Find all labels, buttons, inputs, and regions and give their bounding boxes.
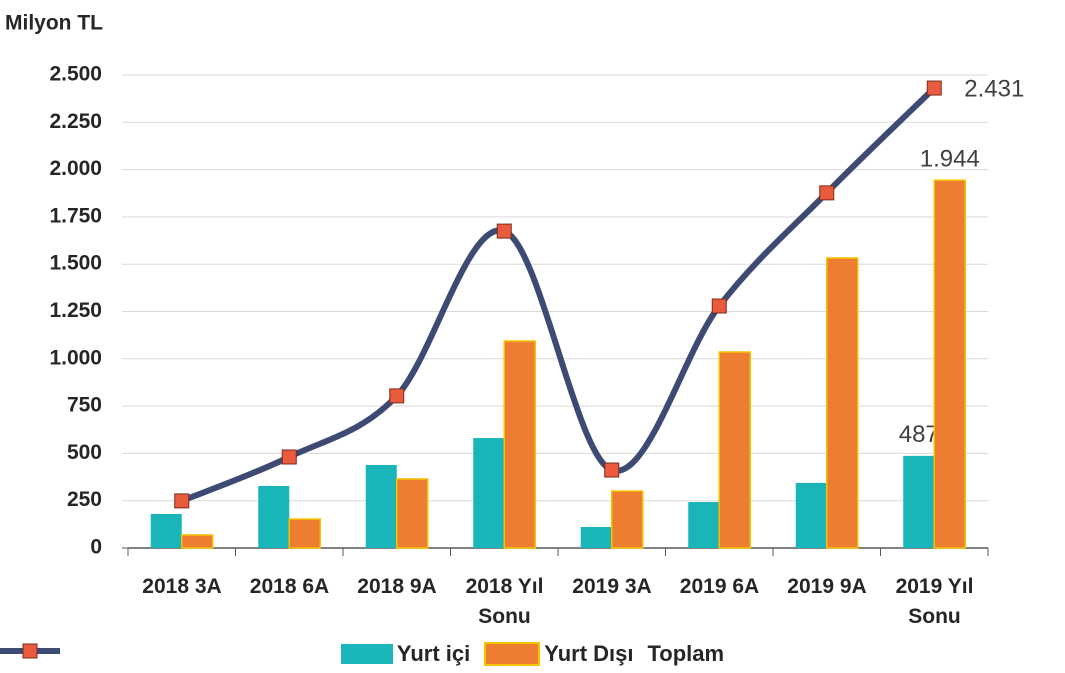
legend-swatch <box>0 643 60 659</box>
bar <box>903 455 935 548</box>
y-tick-label: 250 <box>67 488 102 511</box>
marker <box>496 223 512 239</box>
legend-item: Toplam <box>0 641 725 667</box>
x-tick-label: 2018 3A <box>142 575 222 598</box>
y-tick-label: 1.750 <box>49 204 102 227</box>
y-tick-label: 0 <box>90 536 102 559</box>
bar <box>473 438 505 548</box>
bar <box>365 464 397 548</box>
bar <box>933 179 966 549</box>
line <box>180 85 937 504</box>
bar <box>258 485 290 548</box>
marker <box>281 449 297 465</box>
y-tick-label: 500 <box>67 441 102 464</box>
marker <box>711 298 727 314</box>
y-tick-label: 2.250 <box>49 110 102 133</box>
marker <box>174 493 190 509</box>
legend-label: Yurt içi <box>396 641 471 666</box>
y-tick-label: 1.250 <box>49 299 102 322</box>
y-tick-label: 1.500 <box>49 252 102 275</box>
x-tick-label: 2018 Yıl Sonu <box>465 575 544 628</box>
x-tick-label: 2019 3A <box>572 575 652 598</box>
legend-swatch <box>484 642 541 666</box>
bar <box>503 340 536 549</box>
bar <box>795 482 827 548</box>
y-tick-label: 2.000 <box>49 157 102 180</box>
legend: Yurt içi Yurt Dışı Toplam <box>0 641 1065 667</box>
data-label: 1.944 <box>920 146 980 173</box>
bar <box>611 490 644 549</box>
x-tick-label: 2018 9A <box>357 575 437 598</box>
bar <box>181 534 214 549</box>
y-tick-label: 750 <box>67 394 102 417</box>
data-label: 487 <box>899 421 939 448</box>
y-tick-label: 1.000 <box>49 346 102 369</box>
bar <box>580 526 612 548</box>
y-tick-label: 2.500 <box>49 63 102 86</box>
x-tick-label: 2019 9A <box>787 575 867 598</box>
marker <box>819 185 835 201</box>
bar <box>718 351 751 549</box>
bar <box>150 513 182 548</box>
bar <box>826 257 859 549</box>
marker <box>604 462 620 478</box>
legend-swatch <box>340 644 393 664</box>
bar <box>288 518 321 549</box>
x-tick-label: 2019 6A <box>679 575 760 598</box>
bar <box>688 502 720 548</box>
legend-label: Yurt Dışı <box>544 641 634 666</box>
legend-item: Yurt içi <box>340 641 471 667</box>
marker <box>389 388 405 404</box>
data-label: 2.431 <box>964 75 1024 102</box>
legend-label: Toplam <box>647 641 725 666</box>
legend-marker <box>22 643 38 659</box>
x-tick-label: 2018 6A <box>249 575 330 598</box>
legend-item: Yurt Dışı <box>484 641 634 667</box>
marker <box>926 80 942 96</box>
y-axis-title: Milyon TL <box>5 12 103 35</box>
bar <box>396 478 429 549</box>
x-tick-label: 2019 Yıl Sonu <box>895 575 974 628</box>
